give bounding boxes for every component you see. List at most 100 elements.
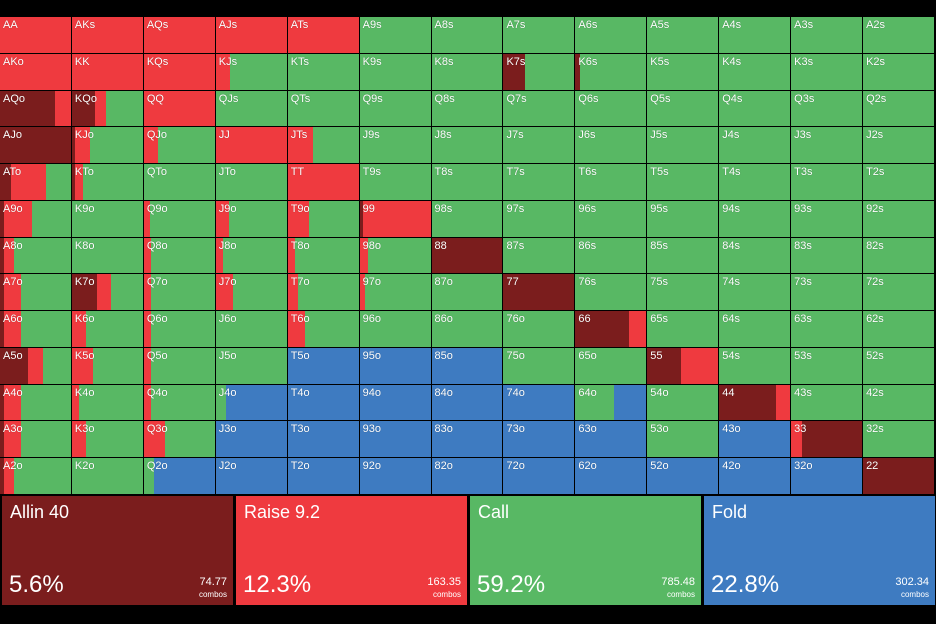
hand-cell[interactable]: Q2s [863,90,934,127]
hand-cell[interactable]: 42s [863,384,934,421]
summary-allin-panel[interactable]: Allin 40 5.6% 74.77 combos [2,496,233,605]
hand-cell[interactable]: K9s [359,53,431,90]
hand-cell[interactable]: T9o [287,200,359,237]
hand-cell[interactable]: A6s [575,17,647,53]
hand-cell[interactable]: J8s [431,127,503,164]
hand-cell[interactable]: Q3s [791,90,863,127]
hand-cell[interactable]: 86s [575,237,647,274]
hand-cell[interactable]: 83s [791,237,863,274]
hand-cell[interactable]: A9o [0,200,71,237]
hand-cell[interactable]: A6o [0,311,71,347]
hand-cell[interactable]: 52s [863,347,934,384]
hand-cell[interactable]: 94s [719,200,791,237]
hand-cell[interactable]: J8o [215,237,287,274]
hand-cell[interactable]: AQo [0,90,71,127]
hand-cell[interactable]: 96o [359,311,431,347]
hand-cell[interactable]: A2s [863,17,934,53]
hand-cell[interactable]: 87s [503,237,575,274]
hand-cell[interactable]: J5o [215,347,287,384]
hand-cell[interactable]: 73o [503,421,575,458]
hand-cell[interactable]: 43o [719,421,791,458]
hand-cell[interactable]: ATo [0,164,71,200]
hand-cell[interactable]: KTs [287,53,359,90]
hand-cell[interactable]: T6s [575,164,647,200]
hand-cell[interactable]: A3s [791,17,863,53]
hand-cell[interactable]: 85s [647,237,719,274]
hand-cell[interactable]: Q9o [143,200,215,237]
hand-cell[interactable]: 73s [791,274,863,311]
hand-cell[interactable]: T8s [431,164,503,200]
hand-cell[interactable]: Q6s [575,90,647,127]
hand-cell[interactable]: 96s [575,200,647,237]
hand-cell[interactable]: 65o [575,347,647,384]
hand-cell[interactable]: 93o [359,421,431,458]
summary-call-panel[interactable]: Call 59.2% 785.48 combos [470,496,701,605]
hand-cell[interactable]: A9s [359,17,431,53]
hand-cell[interactable]: 33 [791,421,863,458]
hand-cell[interactable]: J6s [575,127,647,164]
hand-cell[interactable]: KTo [71,164,143,200]
hand-cell[interactable]: J7o [215,274,287,311]
hand-cell[interactable]: Q7s [503,90,575,127]
hand-cell[interactable]: Q7o [143,274,215,311]
hand-cell[interactable]: 98s [431,200,503,237]
hand-cell[interactable]: J4s [719,127,791,164]
hand-cell[interactable]: QJs [215,90,287,127]
hand-cell[interactable]: 84o [431,384,503,421]
hand-cell[interactable]: K4o [71,384,143,421]
hand-cell[interactable]: Q3o [143,421,215,458]
hand-cell[interactable]: Q4s [719,90,791,127]
hand-cell[interactable]: 76o [503,311,575,347]
hand-cell[interactable]: QJo [143,127,215,164]
hand-cell[interactable]: 77 [503,274,575,311]
hand-cell[interactable]: 63s [791,311,863,347]
hand-cell[interactable]: K8o [71,237,143,274]
hand-cell[interactable]: J5s [647,127,719,164]
hand-cell[interactable]: A8o [0,237,71,274]
hand-cell[interactable]: K8s [431,53,503,90]
hand-cell[interactable]: T9s [359,164,431,200]
hand-cell[interactable]: 95s [647,200,719,237]
hand-cell[interactable]: 63o [575,421,647,458]
hand-cell[interactable]: J2s [863,127,934,164]
hand-cell[interactable]: T8o [287,237,359,274]
hand-cell[interactable]: QTs [287,90,359,127]
hand-cell[interactable]: 92s [863,200,934,237]
hand-cell[interactable]: K6s [575,53,647,90]
hand-cell[interactable]: A4o [0,384,71,421]
hand-cell[interactable]: T5s [647,164,719,200]
hand-cell[interactable]: T2s [863,164,934,200]
hand-cell[interactable]: T7o [287,274,359,311]
hand-cell[interactable]: 97o [359,274,431,311]
hand-cell[interactable]: K3s [791,53,863,90]
hand-cell[interactable]: J2o [215,458,287,494]
hand-cell[interactable]: AJo [0,127,71,164]
hand-cell[interactable]: K5s [647,53,719,90]
hand-cell[interactable]: J9o [215,200,287,237]
hand-cell[interactable]: AA [0,17,71,53]
hand-cell[interactable]: Q2o [143,458,215,494]
hand-cell[interactable]: 76s [575,274,647,311]
hand-cell[interactable]: KQs [143,53,215,90]
hand-cell[interactable]: 64s [719,311,791,347]
hand-cell[interactable]: 95o [359,347,431,384]
hand-cell[interactable]: 87o [431,274,503,311]
hand-cell[interactable]: 85o [431,347,503,384]
hand-cell[interactable]: QTo [143,164,215,200]
hand-cell[interactable]: 53s [791,347,863,384]
hand-cell[interactable]: 99 [359,200,431,237]
hand-cell[interactable]: 83o [431,421,503,458]
hand-cell[interactable]: 88 [431,237,503,274]
hand-cell[interactable]: K3o [71,421,143,458]
hand-cell[interactable]: 82o [431,458,503,494]
hand-cell[interactable]: 93s [791,200,863,237]
hand-cell[interactable]: A7o [0,274,71,311]
hand-cell[interactable]: K6o [71,311,143,347]
hand-cell[interactable]: J9s [359,127,431,164]
hand-cell[interactable]: AKs [71,17,143,53]
hand-cell[interactable]: 98o [359,237,431,274]
hand-cell[interactable]: 72s [863,274,934,311]
hand-cell[interactable]: KQo [71,90,143,127]
hand-cell[interactable]: 75o [503,347,575,384]
hand-cell[interactable]: T4o [287,384,359,421]
